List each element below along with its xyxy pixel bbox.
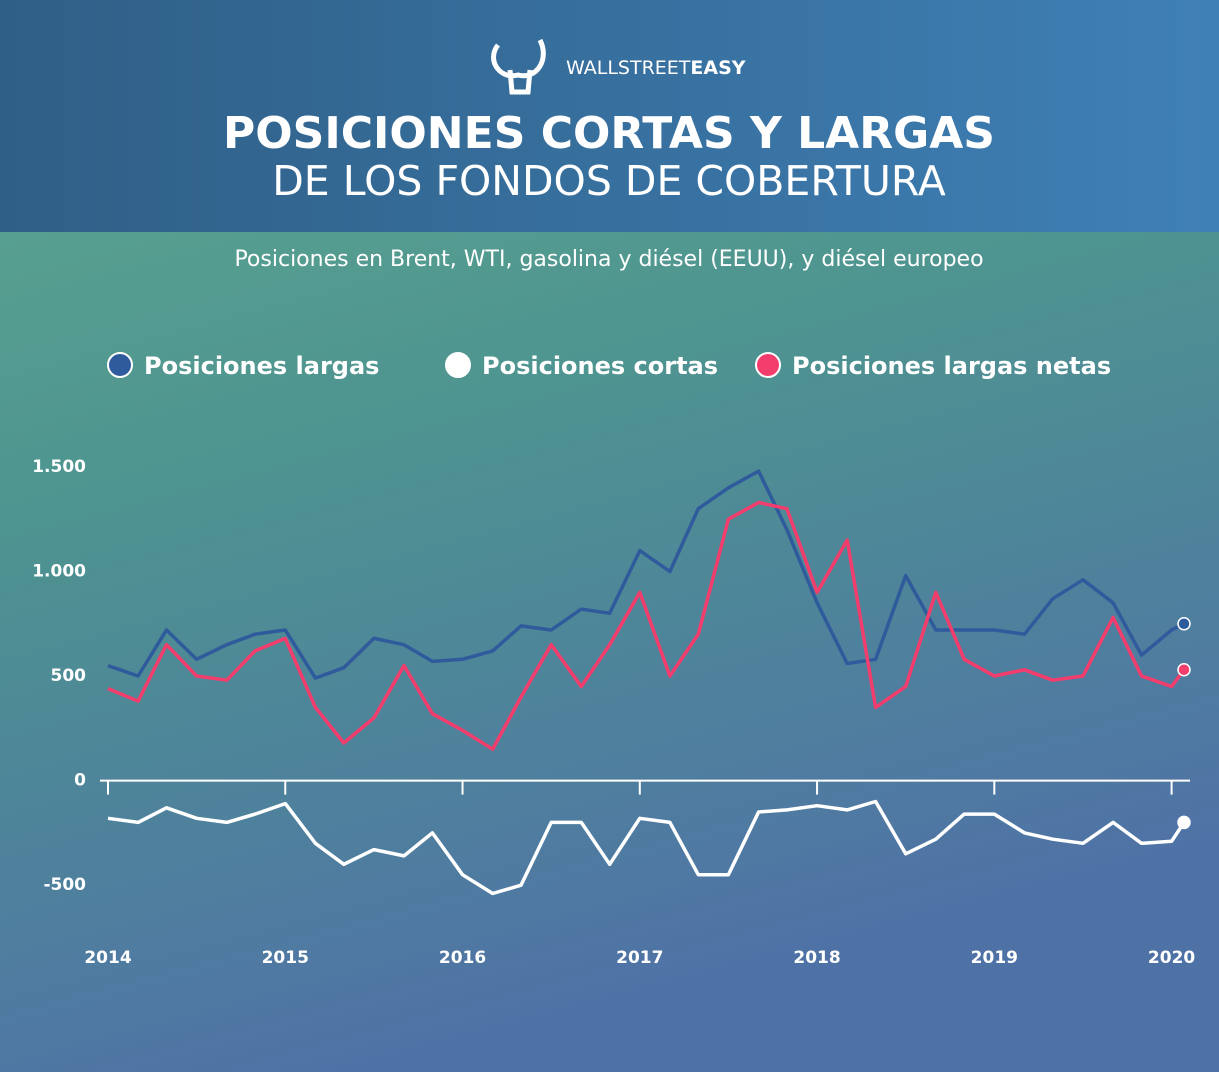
series-line [107,469,1185,680]
legend-marker [107,352,133,378]
header-band [0,0,1219,232]
x-tick-label: 2020 [1148,948,1195,968]
legend-label: Posiciones largas netas [792,352,1111,380]
y-tick-label: -500 [43,875,86,895]
logo [491,38,546,95]
x-tick-label: 2015 [262,948,309,968]
legend-marker [755,352,781,378]
title-line: DE LOS FONDOS DE COBERTURA [272,157,946,205]
x-tick-label: 2014 [84,948,131,968]
x-tick-label: 2018 [793,948,840,968]
y-tick-label: 1.000 [32,561,86,581]
y-tick-label: 1.500 [32,457,86,477]
subtitle: Posiciones en Brent, WTI, gasolina y dié… [234,247,983,272]
title-line: POSICIONES CORTAS Y LARGAS [223,108,995,159]
series-line [107,799,1186,896]
end-marker [1177,617,1191,631]
end-marker [1177,663,1191,677]
x-tick-label: 2016 [439,948,486,968]
end-marker [1177,815,1191,830]
legend-marker [445,352,471,378]
y-tick-label: 500 [51,666,87,686]
x-tick-label: 2017 [616,948,663,968]
y-tick-label: 0 [74,771,86,791]
x-tick-label: 2019 [971,948,1018,968]
series-line [107,500,1186,751]
legend-label: Posiciones cortas [482,352,718,380]
legend-label: Posiciones largas [144,352,379,380]
brand: WALLSTREETEASY [566,57,746,79]
